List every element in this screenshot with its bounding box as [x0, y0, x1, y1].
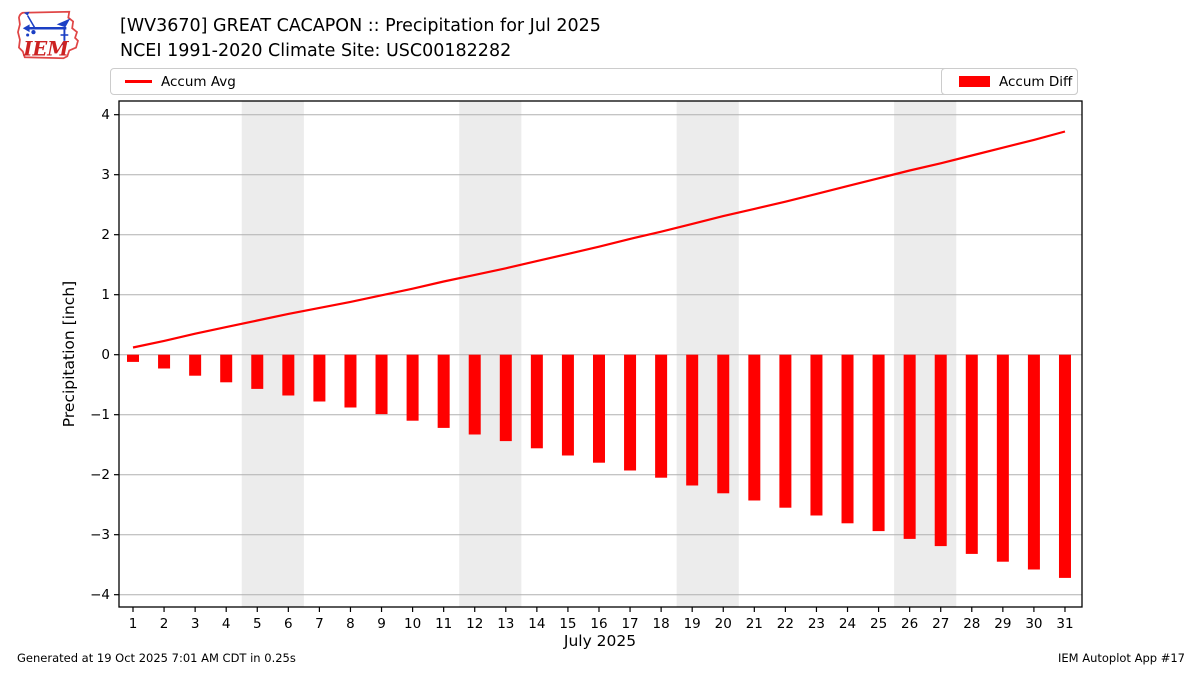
generated-timestamp: Generated at 19 Oct 2025 7:01 AM CDT in … [17, 651, 296, 665]
accum-diff-bar [872, 354, 885, 532]
iem-logo-wordmark: IEM [22, 37, 69, 60]
iem-logo: IEM [17, 10, 79, 60]
accum-diff-bar [996, 354, 1009, 562]
y-tick-label: −3 [90, 527, 110, 543]
x-tick-label: 1 [129, 616, 138, 632]
accum-diff-bar [810, 354, 823, 516]
x-tick-label: 20 [715, 616, 732, 632]
app-credit: IEM Autoplot App #17 [1057, 651, 1185, 665]
x-tick-label: 9 [377, 616, 386, 632]
y-tick-label: −2 [90, 467, 110, 483]
x-tick-label: 17 [621, 616, 638, 632]
accum-diff-bar [158, 354, 171, 369]
accum-diff-bar [406, 354, 419, 421]
x-tick-label: 13 [497, 616, 514, 632]
weekend-band [894, 101, 957, 607]
accum-diff-bar [748, 354, 761, 501]
weekend-band [459, 101, 522, 607]
accum-diff-bar [189, 354, 202, 376]
x-tick-label: 11 [435, 616, 452, 632]
accum-diff-label: Accum Diff [999, 73, 1073, 90]
accum-diff-bar [251, 354, 264, 389]
accum-diff-bar-swatch [959, 76, 990, 87]
accum-diff-bar [220, 354, 233, 383]
accum-diff-bar [530, 354, 543, 449]
x-tick-label: 23 [808, 616, 825, 632]
x-tick-label: 19 [684, 616, 701, 632]
accum-diff-bar [1027, 354, 1040, 570]
accum-diff-bar [686, 354, 699, 486]
accum-diff-bar [903, 354, 916, 539]
x-tick-label: 12 [466, 616, 483, 632]
x-tick-label: 22 [777, 616, 794, 632]
accum-diff-bar [499, 354, 512, 442]
x-tick-label: 10 [404, 616, 421, 632]
accum-diff-bar [841, 354, 854, 524]
y-tick-label: 3 [101, 167, 110, 183]
y-tick-label: 4 [101, 107, 110, 123]
plot-frame [118, 100, 1083, 608]
weekend-band [241, 101, 304, 607]
y-tick-label: 1 [101, 287, 110, 303]
legend-box-accum-avg: Accum Avg [110, 68, 1078, 95]
x-tick-label: 29 [994, 616, 1011, 632]
x-tick-label: 6 [284, 616, 293, 632]
x-tick-label: 8 [346, 616, 355, 632]
y-tick-label: 0 [101, 347, 110, 363]
chart-title: [WV3670] GREAT CACAPON :: Precipitation … [120, 16, 601, 36]
weather-vane-icon [22, 11, 71, 47]
accum-diff-bar [282, 354, 295, 396]
x-tick-label: 21 [746, 616, 763, 632]
accum-diff-bar [468, 354, 481, 435]
accum-diff-bar [1058, 354, 1071, 578]
x-tick-label: 3 [191, 616, 200, 632]
accum-diff-bar [592, 354, 605, 463]
x-tick-label: 25 [870, 616, 887, 632]
x-tick-label: 31 [1056, 616, 1073, 632]
x-tick-label: 14 [528, 616, 545, 632]
weekend-band [676, 101, 739, 607]
accum-avg-label: Accum Avg [161, 73, 236, 90]
accum-diff-bar [717, 354, 730, 494]
accum-diff-bar [127, 354, 139, 362]
x-tick-label: 15 [559, 616, 576, 632]
x-tick-label: 7 [315, 616, 324, 632]
accum-diff-bar [965, 354, 978, 554]
accum-diff-bar [655, 354, 668, 478]
y-tick-label: −4 [90, 587, 110, 603]
accum-avg-line [132, 130, 1066, 349]
legend-box-accum-diff: Accum Diff [941, 68, 1078, 95]
x-tick-label: 4 [222, 616, 231, 632]
x-tick-label: 30 [1025, 616, 1042, 632]
x-tick-label: 28 [963, 616, 980, 632]
x-tick-label: 26 [901, 616, 918, 632]
x-tick-label: 5 [253, 616, 262, 632]
accum-diff-bar [561, 354, 574, 456]
accum-diff-bar [624, 354, 637, 471]
chart-subtitle: NCEI 1991-2020 Climate Site: USC00182282 [120, 40, 512, 61]
accum-diff-bar [344, 354, 357, 408]
x-tick-label: 27 [932, 616, 949, 632]
x-tick-label: 2 [160, 616, 169, 632]
y-tick-label: −1 [90, 407, 110, 423]
accum-avg-line-swatch [125, 80, 152, 83]
accum-diff-bar [313, 354, 326, 402]
x-tick-label: 16 [590, 616, 607, 632]
x-tick-label: 24 [839, 616, 856, 632]
accum-diff-bar [437, 354, 450, 428]
accum-diff-bar [779, 354, 792, 508]
accum-diff-bar [934, 354, 947, 547]
x-tick-label: 18 [653, 616, 670, 632]
accum-diff-bar [375, 354, 388, 415]
x-axis-label: July 2025 [563, 632, 637, 650]
y-tick-label: 2 [101, 227, 110, 243]
